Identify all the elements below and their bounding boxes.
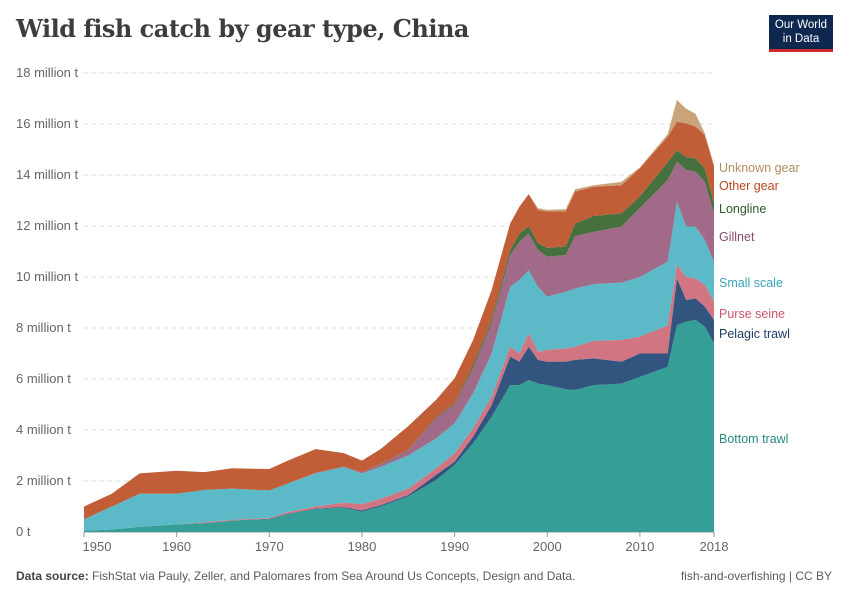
series-label-other-gear: Other gear [719, 179, 779, 193]
y-tick-label: 6 million t [16, 371, 71, 386]
x-tick-label: 2000 [533, 539, 562, 554]
series-label-small-scale: Small scale [719, 276, 783, 290]
x-tick-label: 2010 [625, 539, 654, 554]
series-label-unknown-gear: Unknown gear [719, 161, 800, 175]
source-text: FishStat via Pauly, Zeller, and Palomare… [92, 569, 576, 583]
series-label-pelagic-trawl: Pelagic trawl [719, 327, 790, 341]
y-tick-label: 12 million t [16, 218, 79, 233]
area-bottom-trawl [84, 319, 714, 532]
series-label-gillnet: Gillnet [719, 230, 755, 244]
area-longline [84, 150, 714, 520]
chart-title: Wild fish catch by gear type, China [16, 14, 469, 43]
y-tick-label: 2 million t [16, 473, 71, 488]
y-tick-label: 18 million t [16, 65, 79, 80]
x-tick-label: 1950 [83, 539, 112, 554]
x-tick-label: 2018 [700, 539, 729, 554]
y-tick-label: 8 million t [16, 320, 71, 335]
series-label-longline: Longline [719, 202, 766, 216]
y-tick-label: 0 t [16, 524, 31, 539]
logo-text: Our World in Data [774, 19, 828, 45]
area-gillnet [84, 161, 714, 520]
source-label: Data source: [16, 569, 89, 583]
y-tick-label: 4 million t [16, 422, 71, 437]
x-tick-label: 1980 [347, 539, 376, 554]
y-tick-label: 10 million t [16, 269, 79, 284]
owid-logo[interactable]: Our World in Data [769, 15, 833, 52]
area-small-scale [84, 201, 714, 531]
footer-license[interactable]: fish-and-overfishing | CC BY [680, 569, 832, 583]
series-label-purse-seine: Purse seine [719, 307, 785, 321]
series-label-bottom-trawl: Bottom trawl [719, 432, 788, 446]
x-tick-label: 1990 [440, 539, 469, 554]
x-tick-label: 1970 [255, 539, 284, 554]
y-tick-label: 14 million t [16, 167, 79, 182]
y-tick-label: 16 million t [16, 116, 79, 131]
footer-source: Data source: FishStat via Pauly, Zeller,… [16, 569, 575, 583]
area-other-gear [84, 121, 714, 520]
x-tick-label: 1960 [162, 539, 191, 554]
